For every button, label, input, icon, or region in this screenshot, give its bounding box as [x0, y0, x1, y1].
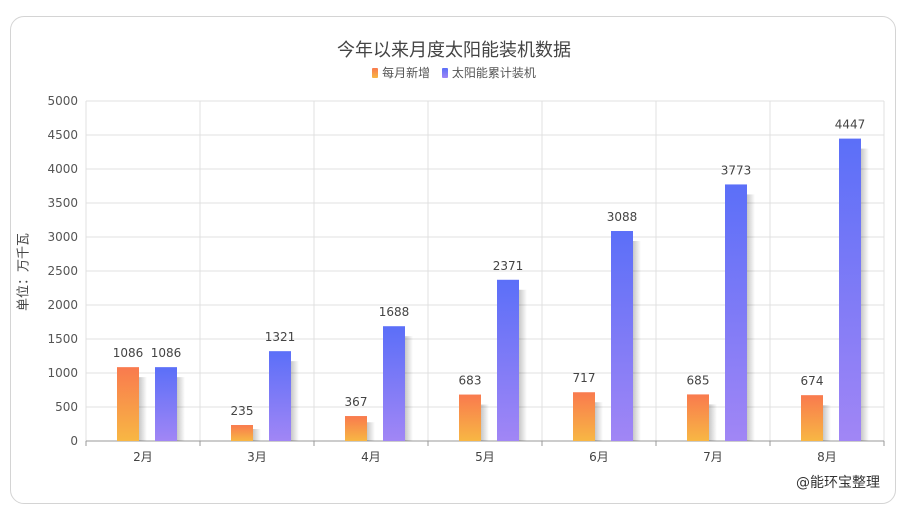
bar-monthly-new-shadow	[139, 377, 147, 441]
legend-swatch-monthly-new	[372, 67, 379, 78]
legend-label-monthly-new: 每月新增	[382, 66, 431, 80]
bar-monthly-new	[573, 392, 595, 441]
bar-cumulative	[269, 351, 291, 441]
data-label: 367	[345, 395, 368, 409]
bar-cumulative	[725, 184, 747, 441]
data-label: 3773	[721, 163, 752, 177]
bar-cumulative-shadow	[291, 361, 299, 441]
y-tick-label: 5000	[47, 94, 78, 108]
y-tick-label: 3500	[47, 196, 78, 210]
bar-monthly-new-shadow	[823, 405, 831, 441]
x-tick-label: 2月	[133, 450, 153, 464]
x-tick-label: 8月	[817, 450, 837, 464]
y-tick-label: 4500	[47, 128, 78, 142]
y-tick-label: 2000	[47, 298, 78, 312]
bar-monthly-new-shadow	[253, 429, 261, 441]
bar-monthly-new	[345, 416, 367, 441]
data-label: 674	[801, 374, 824, 388]
y-tick-label: 1000	[47, 366, 78, 380]
data-label: 1086	[151, 346, 182, 360]
data-label: 3088	[607, 210, 638, 224]
bar-monthly-new-shadow	[709, 404, 717, 441]
y-tick-label: 500	[55, 400, 78, 414]
x-tick-label: 6月	[589, 450, 609, 464]
x-tick-label: 7月	[703, 450, 723, 464]
y-tick-label: 0	[70, 434, 78, 448]
legend: 每月新增 太阳能累计装机	[0, 64, 908, 81]
x-tick-label: 5月	[475, 450, 495, 464]
data-label: 1688	[379, 305, 410, 319]
chart-title: 今年以来月度太阳能装机数据	[337, 40, 571, 61]
bar-cumulative-shadow	[519, 289, 527, 441]
bar-monthly-new-shadow	[481, 404, 489, 441]
bar-cumulative-shadow	[177, 377, 185, 441]
bar-cumulative	[383, 326, 405, 441]
legend-label-cumulative: 太阳能累计装机	[451, 66, 536, 80]
bar-cumulative	[497, 279, 519, 441]
bar-cumulative	[839, 138, 861, 441]
bar-cumulative-shadow	[633, 241, 641, 441]
bar-monthly-new	[117, 367, 139, 441]
x-tick-label: 3月	[247, 450, 267, 464]
bar-monthly-new	[687, 394, 709, 441]
bar-monthly-new	[459, 394, 481, 441]
y-tick-label: 4000	[47, 162, 78, 176]
y-tick-label: 1500	[47, 332, 78, 346]
data-label: 1321	[265, 330, 296, 344]
y-tick-label: 3000	[47, 230, 78, 244]
bar-monthly-new-shadow	[367, 422, 375, 441]
data-label: 235	[231, 404, 254, 418]
bar-cumulative-shadow	[747, 194, 755, 441]
bar-monthly-new-shadow	[595, 402, 603, 441]
bar-monthly-new	[231, 425, 253, 441]
bar-cumulative-shadow	[861, 148, 869, 441]
source-note: @能环宝整理	[796, 475, 880, 491]
x-tick-label: 4月	[361, 450, 381, 464]
data-label: 683	[459, 374, 482, 388]
bar-cumulative	[155, 367, 177, 441]
data-label: 717	[573, 371, 596, 385]
legend-item-monthly-new[interactable]: 每月新增	[372, 64, 430, 81]
legend-swatch-cumulative	[441, 67, 448, 78]
legend-item-cumulative[interactable]: 太阳能累计装机	[441, 64, 536, 81]
bar-cumulative-shadow	[405, 336, 413, 441]
data-label: 685	[687, 373, 710, 387]
bar-cumulative	[611, 231, 633, 441]
data-label: 2371	[493, 259, 524, 273]
data-label: 4447	[835, 118, 866, 132]
data-label: 1086	[113, 346, 144, 360]
y-tick-label: 2500	[47, 264, 78, 278]
bar-monthly-new	[801, 395, 823, 441]
